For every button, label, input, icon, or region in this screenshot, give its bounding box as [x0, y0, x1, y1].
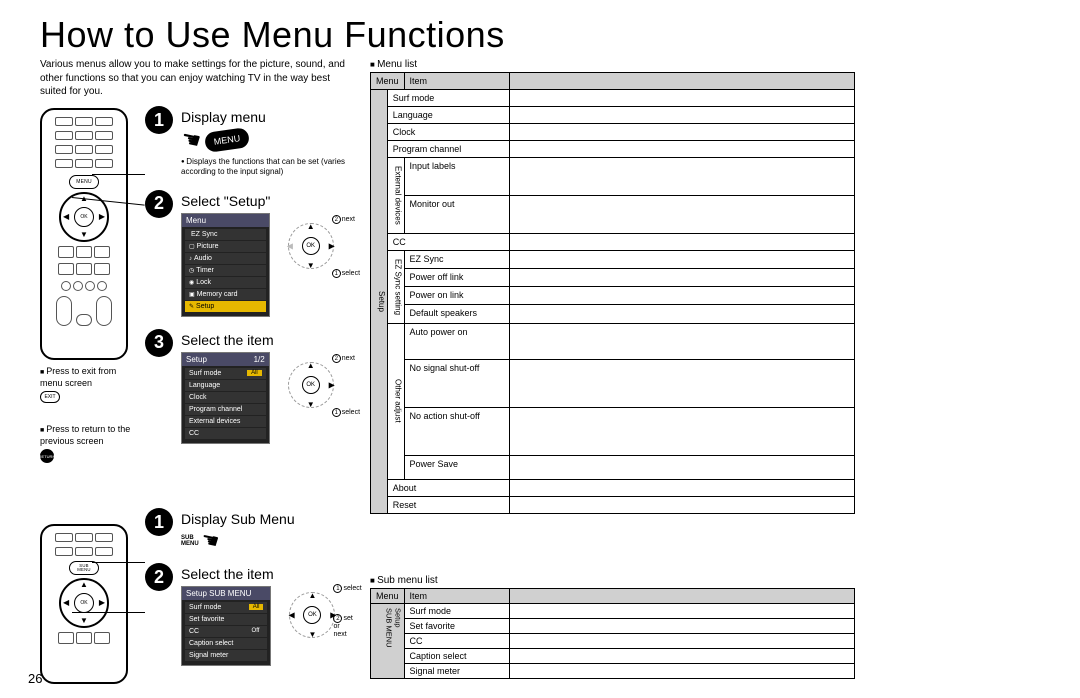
table-row: Language [387, 107, 509, 124]
step-number: 3 [145, 329, 173, 357]
step-title: Display Sub Menu [181, 508, 355, 527]
main-steps: 1 Display menu ☛ MENU Displays the funct… [145, 106, 355, 456]
table-row: Power off link [404, 268, 509, 286]
sub-menu-list-table: Menu Item Setup SUB MENU Surf mode Set f… [370, 588, 855, 679]
nav-dpad-illustration: OK ▲ ▼ ▶ ◀ [288, 223, 334, 269]
remote-ok-button[interactable]: OK [74, 207, 94, 227]
table-row: CC [387, 233, 509, 250]
menu-list-title: Menu list [370, 59, 417, 70]
table-row: Power on link [404, 287, 509, 305]
exit-button-illustration: EXIT [40, 391, 60, 403]
table-row: About [387, 479, 509, 496]
table-row: Power Save [404, 455, 509, 479]
hand-icon: ☛ [199, 529, 221, 552]
table-row: Default speakers [404, 305, 509, 323]
nav-dpad-illustration: OK ▲ ▼ ▶ ◀ [289, 592, 335, 638]
step-title: Select the item [181, 329, 355, 348]
table-row: Surf mode [387, 90, 509, 107]
table-row: Set favorite [404, 619, 509, 634]
remote-dpad-bottom[interactable]: OK ▲▼◀▶ [59, 578, 109, 628]
step-title: Display menu [181, 106, 355, 125]
table-row: No action shut-off [404, 407, 509, 455]
external-devices-label: External devices [387, 158, 404, 234]
step-number: 1 [145, 508, 173, 536]
osd-setup: Setup1/2 Surf modeAll Language Clock Pro… [181, 352, 270, 444]
page-title: How to Use Menu Functions [40, 14, 505, 56]
sub-step-2: 2 Select the item Setup SUB MENU Surf mo… [145, 563, 355, 666]
table-row: Clock [387, 124, 509, 141]
table-row: Surf mode [404, 604, 509, 619]
table-row: Signal meter [404, 664, 509, 679]
menu-pill: MENU [204, 127, 250, 153]
other-adjust-label: Other adjust [387, 323, 404, 479]
step-1: 1 Display menu ☛ MENU Displays the funct… [145, 106, 355, 178]
table-row: EZ Sync [404, 250, 509, 268]
step-3: 3 Select the item Setup1/2 Surf modeAll … [145, 329, 355, 444]
return-button-illustration: RETURN [40, 449, 54, 463]
step-title: Select the item [181, 563, 355, 582]
setup-vertical-label: Setup [371, 90, 388, 514]
table-row: Auto power on [404, 323, 509, 359]
table-row: Input labels [404, 158, 509, 196]
osd-menu: Menu EZ Sync ▢Picture ♪Audio ◷Timer ◉Loc… [181, 213, 270, 317]
sub-step-1: 1 Display Sub Menu SUB MENU ☛ [145, 508, 355, 551]
menu-list-table: Menu Item Setup Surf mode Language Clock… [370, 72, 855, 514]
step-number: 2 [145, 563, 173, 591]
osd-sub-menu: Setup SUB MENU Surf modeAll Set favorite… [181, 586, 271, 666]
sub-menu-list-title: Sub menu list [370, 575, 438, 586]
step-title: Select "Setup" [181, 190, 355, 209]
remote-menu-button[interactable]: MENU [69, 175, 99, 189]
sub-menu-label: SUB MENU [181, 535, 199, 547]
table-row: Reset [387, 496, 509, 513]
hand-icon: ☛ [179, 127, 203, 153]
hint-return: Press to return to the previous screen R… [40, 424, 135, 463]
nav-dpad-illustration: OK ▲ ▼ ▶ [288, 362, 334, 408]
sub-steps: 1 Display Sub Menu SUB MENU ☛ 2 Select t… [145, 508, 355, 678]
step-number: 2 [145, 190, 173, 218]
table-row: Program channel [387, 141, 509, 158]
table-row: Monitor out [404, 195, 509, 233]
ez-sync-label: EZ Sync setting [387, 250, 404, 323]
step-number: 1 [145, 106, 173, 134]
remote-submenu-button[interactable]: SUB MENU [69, 561, 99, 575]
remote-top: MENU OK ▲▼◀▶ [40, 108, 128, 360]
step-hint: Displays the functions that can be set (… [181, 157, 355, 178]
table-row: CC [404, 634, 509, 649]
table-row: Caption select [404, 649, 509, 664]
intro-text: Various menus allow you to make settings… [40, 58, 350, 99]
table-row: No signal shut-off [404, 359, 509, 407]
hint-exit: Press to exit from menu screen EXIT [40, 366, 135, 403]
remote-ok-button[interactable]: OK [74, 593, 94, 613]
step-2: 2 Select "Setup" Menu EZ Sync ▢Picture ♪… [145, 190, 355, 317]
setup-sub-menu-label: Setup SUB MENU [371, 604, 405, 679]
page-number: 26 [28, 671, 42, 686]
remote-bottom: SUB MENU OK ▲▼◀▶ [40, 524, 128, 684]
